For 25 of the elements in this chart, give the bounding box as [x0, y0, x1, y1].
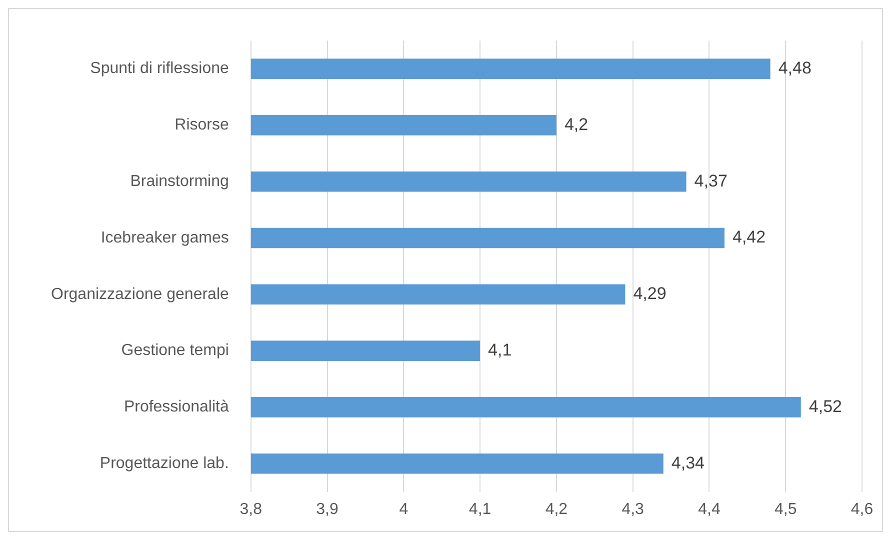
data-label: 4,2 [564, 114, 588, 134]
x-tick-label: 4,2 [545, 500, 568, 518]
data-label: 4,1 [488, 340, 512, 360]
data-label: 4,37 [694, 171, 728, 190]
x-tick-label: 4 [399, 500, 408, 518]
data-label: 4,52 [808, 396, 842, 416]
y-tick-label: Brainstorming [130, 173, 229, 190]
x-tick-label: 4,1 [468, 500, 492, 518]
y-tick-label: Organizzazione generale [51, 286, 229, 303]
x-tick-label: 4,5 [774, 500, 797, 518]
y-tick-label: Professionalità [124, 398, 229, 416]
x-tick-label: 3,9 [316, 500, 338, 518]
x-tick-label: 4,3 [622, 500, 644, 518]
data-label: 4,42 [732, 228, 766, 247]
y-tick-label: Icebreaker games [100, 229, 229, 246]
y-tick-label: Gestione tempi [121, 342, 229, 360]
x-tick-label: 4,6 [850, 500, 874, 518]
data-label: 4,48 [778, 58, 812, 78]
x-tick-label: 4,4 [698, 500, 720, 518]
y-tick-label: Spunti di riflessione [90, 60, 229, 78]
data-label: 4,29 [633, 284, 666, 304]
data-label: 4,34 [671, 453, 704, 472]
x-tick-label: 3,8 [240, 500, 262, 518]
y-tick-label: Progettazione lab. [100, 455, 229, 472]
y-tick-label: Risorse [174, 116, 229, 134]
